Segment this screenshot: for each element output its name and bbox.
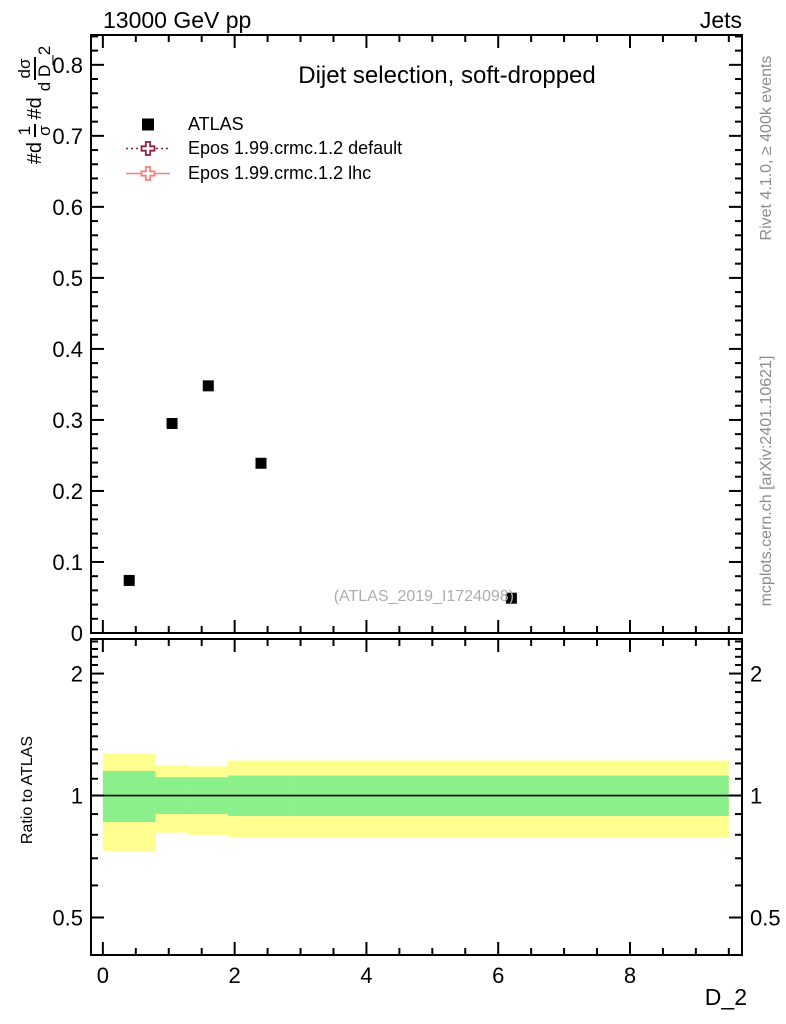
ratio-frame <box>90 638 743 956</box>
rivet-version-note: Rivet 4.1.0, ≥ 400k events <box>758 55 775 241</box>
y-tick-label: 0.8 <box>52 53 83 78</box>
x-tick-label: 6 <box>492 963 504 988</box>
ratio-tick-label-left: 2 <box>71 662 83 687</box>
y-label-fraction-2: dσ d D_2 <box>15 44 54 93</box>
x-axis-label: D_2 <box>704 984 747 1010</box>
main-frame <box>90 34 743 634</box>
legend-label: ATLAS <box>188 113 244 134</box>
legend-row-atlas: ATLAS <box>126 112 402 137</box>
mcplots-citation-note: mcplots.cern.ch [arXiv:2401.10621] <box>758 355 775 607</box>
y-label-numerator-2: dσ <box>15 56 36 81</box>
plot-title: Dijet selection, soft-dropped <box>298 62 596 89</box>
y-tick-label: 0.4 <box>52 337 83 362</box>
y-label-prefix-1: #d <box>23 141 46 165</box>
ratio-tick-label-right: 1 <box>750 784 762 809</box>
x-tick-label: 0 <box>97 963 109 988</box>
atlas-data-point <box>505 592 517 604</box>
x-tick-label: 4 <box>360 963 372 988</box>
ratio-tick-label-left: 0.5 <box>52 905 83 930</box>
atlas-data-point <box>255 457 267 469</box>
y-tick-label: 0.7 <box>52 124 83 149</box>
open-cross-marker-icon <box>126 165 170 181</box>
y-tick-label: 0 <box>71 621 83 646</box>
open-cross-marker-icon <box>126 141 170 157</box>
y-label-numerator-1: 1 <box>15 123 36 138</box>
y-tick-label: 0.2 <box>52 479 83 504</box>
legend-label: Epos 1.99.crmc.1.2 lhc <box>188 162 372 183</box>
atlas-data-point <box>123 574 135 586</box>
ratio-axis-label: Ratio to ATLAS <box>19 735 36 845</box>
legend-row-epos-lhc: Epos 1.99.crmc.1.2 lhc <box>126 161 402 186</box>
legend-label: Epos 1.99.crmc.1.2 default <box>188 138 403 159</box>
analysis-id-watermark: (ATLAS_2019_I1724098) <box>333 588 514 605</box>
y-label-fraction-1: 1 σ <box>15 123 54 138</box>
atlas-data-point <box>166 417 178 429</box>
y-tick-label: 0.5 <box>52 266 83 291</box>
ratio-tick-label-right: 0.5 <box>750 905 781 930</box>
beam-energy-label: 13000 GeV pp <box>103 7 252 33</box>
y-label-prefix-2: #d <box>23 97 46 120</box>
atlas-data-point <box>202 380 214 392</box>
analysis-group-label: Jets <box>699 7 742 33</box>
legend: ATLAS Epos 1.99.crmc.1.2 default Epos 1.99… <box>126 112 402 186</box>
y-label-denominator-1: σ <box>35 125 54 136</box>
legend-row-epos-default: Epos 1.99.crmc.1.2 default <box>126 137 402 162</box>
filled-square-marker-icon <box>142 118 154 131</box>
ratio-green-band-segment <box>102 770 156 823</box>
y-label-denominator-2: d D_2 <box>35 45 54 92</box>
y-tick-label: 0.3 <box>52 408 83 433</box>
ratio-tick-label-left: 1 <box>71 784 83 809</box>
y-tick-label: 0.1 <box>52 550 83 575</box>
y-axis-label: #d 1 σ #d dσ d D_2 <box>9 28 61 180</box>
x-tick-label: 2 <box>229 963 241 988</box>
ratio-tick-label-right: 2 <box>750 662 762 687</box>
x-tick-label: 8 <box>624 963 636 988</box>
y-tick-label: 0.6 <box>52 195 83 220</box>
